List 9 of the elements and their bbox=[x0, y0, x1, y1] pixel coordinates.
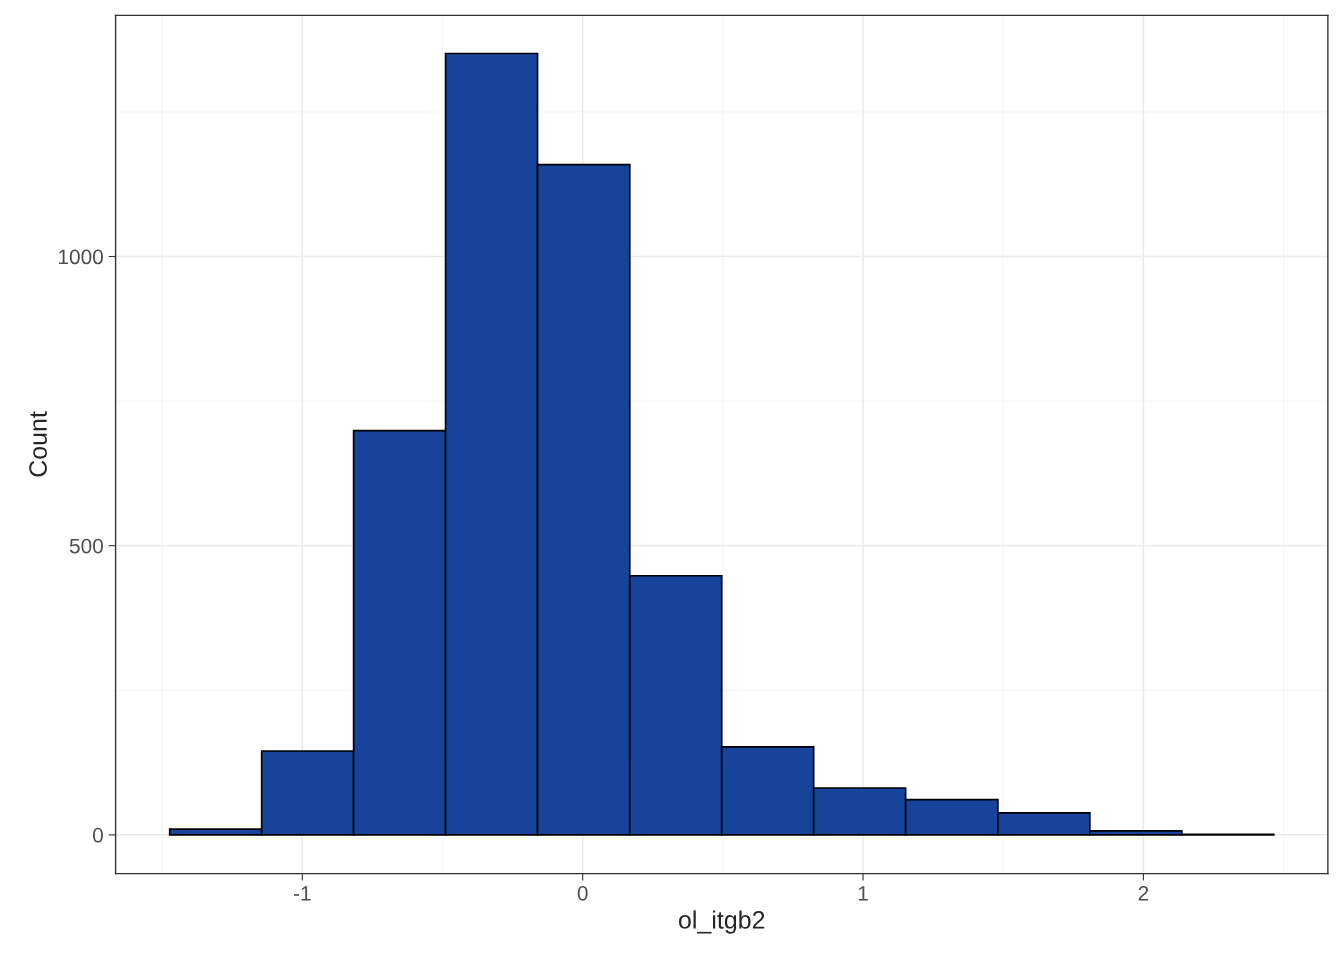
y-tick-label: 500 bbox=[69, 538, 103, 554]
x-tick-label: 2 bbox=[1138, 885, 1149, 901]
x-axis-title: ol_itgb2 bbox=[679, 910, 765, 934]
y-axis-title: Count bbox=[29, 411, 47, 477]
y-tick-label: 1000 bbox=[59, 249, 103, 265]
x-tick-label: 1 bbox=[858, 886, 868, 901]
x-tick-label: 0 bbox=[577, 885, 588, 901]
y-tick-label: 0 bbox=[93, 827, 103, 843]
x-tick-label: -1 bbox=[293, 886, 311, 901]
